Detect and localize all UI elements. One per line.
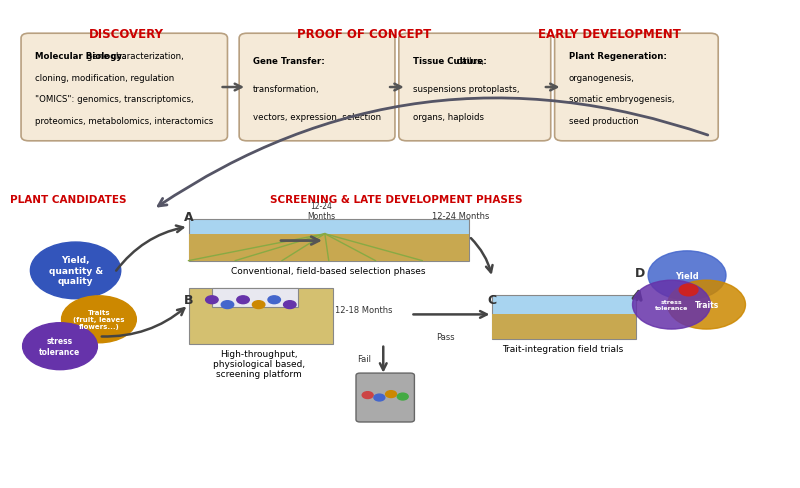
Text: SCREENING & LATE DEVELOPMENT PHASES: SCREENING & LATE DEVELOPMENT PHASES bbox=[270, 195, 523, 205]
Text: PLANT CANDIDATES: PLANT CANDIDATES bbox=[10, 195, 126, 205]
Circle shape bbox=[679, 285, 698, 296]
FancyBboxPatch shape bbox=[492, 315, 637, 339]
Circle shape bbox=[206, 296, 218, 304]
Circle shape bbox=[283, 301, 296, 309]
Text: stress
tolerance: stress tolerance bbox=[39, 337, 81, 356]
FancyBboxPatch shape bbox=[21, 34, 227, 142]
Text: organs, haploids: organs, haploids bbox=[413, 113, 484, 122]
Circle shape bbox=[237, 296, 250, 304]
Text: PROOF OF CONCEPT: PROOF OF CONCEPT bbox=[297, 28, 431, 41]
Circle shape bbox=[633, 281, 710, 329]
Text: 12-24
Months: 12-24 Months bbox=[307, 202, 335, 221]
Text: A: A bbox=[184, 211, 194, 224]
FancyBboxPatch shape bbox=[554, 34, 718, 142]
Text: stress
tolerance: stress tolerance bbox=[654, 300, 688, 310]
Text: transformation,: transformation, bbox=[253, 85, 320, 94]
Text: Yield: Yield bbox=[675, 271, 699, 280]
FancyBboxPatch shape bbox=[399, 34, 550, 142]
Text: 12-24 Months: 12-24 Months bbox=[433, 211, 490, 220]
Polygon shape bbox=[212, 288, 298, 307]
Text: seed production: seed production bbox=[569, 117, 638, 126]
Text: Pass: Pass bbox=[436, 332, 455, 341]
FancyBboxPatch shape bbox=[189, 234, 469, 261]
Circle shape bbox=[22, 323, 98, 370]
Text: Trait-integration field trials: Trait-integration field trials bbox=[502, 344, 623, 353]
Circle shape bbox=[62, 296, 136, 343]
FancyBboxPatch shape bbox=[239, 34, 395, 142]
Text: Tissue Culture:: Tissue Culture: bbox=[413, 57, 486, 66]
Circle shape bbox=[667, 281, 746, 329]
Text: 12-18 Months: 12-18 Months bbox=[335, 305, 393, 314]
Text: callus,: callus, bbox=[454, 57, 484, 66]
Circle shape bbox=[374, 394, 385, 401]
Text: gene characterization,: gene characterization, bbox=[84, 52, 184, 61]
Text: Conventional, field-based selection phases: Conventional, field-based selection phas… bbox=[231, 266, 426, 275]
Text: somatic embryogenesis,: somatic embryogenesis, bbox=[569, 95, 674, 104]
Circle shape bbox=[398, 393, 408, 400]
FancyBboxPatch shape bbox=[356, 373, 414, 422]
Text: organogenesis,: organogenesis, bbox=[569, 74, 634, 82]
Circle shape bbox=[268, 296, 281, 304]
Text: proteomics, metabolomics, interactomics: proteomics, metabolomics, interactomics bbox=[35, 117, 214, 126]
Circle shape bbox=[30, 243, 121, 299]
Text: Traits: Traits bbox=[694, 301, 718, 309]
FancyBboxPatch shape bbox=[189, 220, 469, 261]
Text: suspensions protoplasts,: suspensions protoplasts, bbox=[413, 85, 519, 94]
Text: Gene Transfer:: Gene Transfer: bbox=[253, 57, 325, 66]
Text: C: C bbox=[488, 294, 497, 306]
Text: Plant Regeneration:: Plant Regeneration: bbox=[569, 52, 666, 61]
Circle shape bbox=[386, 391, 397, 398]
Circle shape bbox=[252, 301, 265, 309]
FancyBboxPatch shape bbox=[492, 295, 637, 339]
Text: Molecular Biology:: Molecular Biology: bbox=[35, 52, 126, 61]
Circle shape bbox=[362, 392, 373, 399]
Text: EARLY DEVELOPMENT: EARLY DEVELOPMENT bbox=[538, 28, 681, 41]
Text: vectors, expression, selection: vectors, expression, selection bbox=[253, 113, 382, 122]
Text: DISCOVERY: DISCOVERY bbox=[89, 28, 164, 41]
Text: cloning, modification, regulation: cloning, modification, regulation bbox=[35, 74, 174, 82]
Circle shape bbox=[222, 301, 234, 309]
Circle shape bbox=[648, 251, 726, 300]
Text: Yield,
quantity &
quality: Yield, quantity & quality bbox=[49, 256, 102, 285]
Text: B: B bbox=[184, 294, 194, 306]
FancyBboxPatch shape bbox=[189, 288, 333, 344]
Text: D: D bbox=[635, 267, 646, 280]
Text: High-throughput,
physiological based,
screening platform: High-throughput, physiological based, sc… bbox=[213, 349, 305, 379]
Text: "OMICS": genomics, transcriptomics,: "OMICS": genomics, transcriptomics, bbox=[35, 95, 194, 104]
Text: Fail: Fail bbox=[357, 354, 370, 363]
Text: Traits
(fruit, leaves
flowers...): Traits (fruit, leaves flowers...) bbox=[73, 310, 125, 329]
